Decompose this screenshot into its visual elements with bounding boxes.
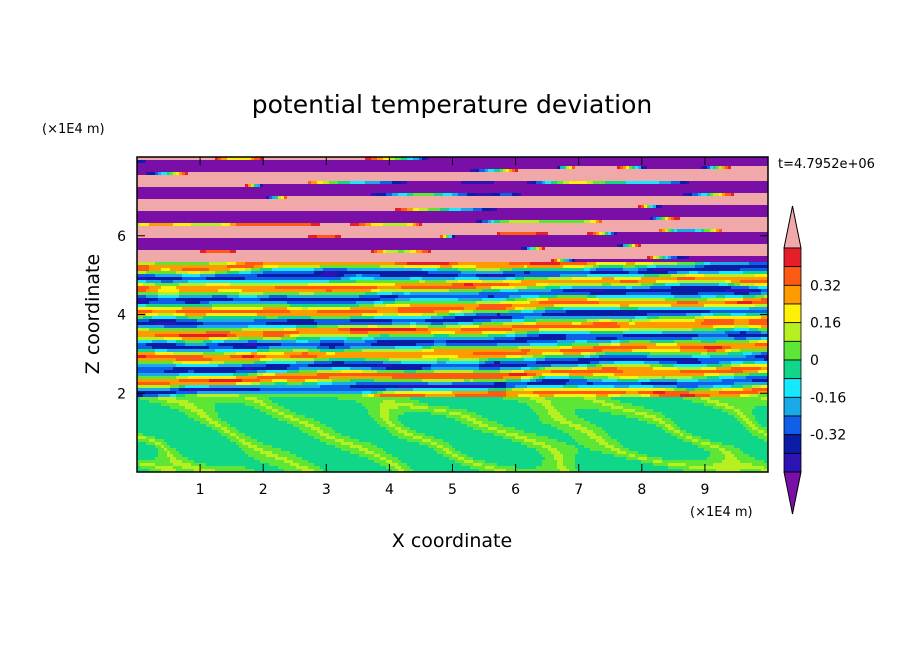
x-tick-label: 9: [700, 482, 709, 498]
colorbar-segment: [784, 360, 801, 379]
colorbar-segment: [784, 285, 801, 304]
colorbar-tick-label: 0: [810, 353, 819, 369]
chart-title: potential temperature deviation: [252, 90, 652, 119]
colorbar: 0.32 0.16 0 -0.16 -0.32: [784, 206, 846, 514]
x-tick-label: 4: [385, 482, 394, 498]
colorbar-tick-label: -0.16: [810, 390, 846, 406]
x-unit-label: (×1E4 m): [690, 505, 753, 520]
x-axis-label: X coordinate: [392, 530, 512, 552]
y-unit-label: (×1E4 m): [42, 122, 105, 137]
y-tick-label: 4: [117, 308, 126, 324]
colorbar-tick-label: 0.16: [810, 316, 841, 332]
colorbar-segment: [784, 379, 801, 398]
x-tick-label: 5: [448, 482, 457, 498]
colorbar-tick-label: 0.32: [810, 278, 841, 294]
x-tick-label: 1: [196, 482, 205, 498]
colorbar-segment: [784, 453, 801, 472]
x-tick-label: 2: [259, 482, 268, 498]
x-tick-label: 7: [574, 482, 583, 498]
colorbar-segment: [784, 341, 801, 360]
colorbar-segment: [784, 435, 801, 454]
contour-field: [137, 157, 771, 473]
colorbar-segment: [784, 323, 801, 342]
time-label: t=4.7952e+06: [778, 157, 875, 172]
y-axis-label: Z coordinate: [82, 254, 104, 374]
x-tick-label: 6: [511, 482, 520, 498]
colorbar-segment: [784, 397, 801, 416]
colorbar-min-triangle: [784, 472, 801, 514]
x-tick-label: 3: [322, 482, 331, 498]
y-tick-label: 6: [117, 229, 126, 245]
colorbar-segment: [784, 416, 801, 435]
colorbar-max-triangle: [784, 206, 801, 248]
colorbar-tick-label: -0.32: [810, 428, 846, 444]
y-tick-label: 2: [117, 386, 126, 402]
colorbar-segment: [784, 248, 801, 267]
colorbar-segment: [784, 267, 801, 286]
colorbar-segment: [784, 304, 801, 323]
x-tick-label: 8: [637, 482, 646, 498]
